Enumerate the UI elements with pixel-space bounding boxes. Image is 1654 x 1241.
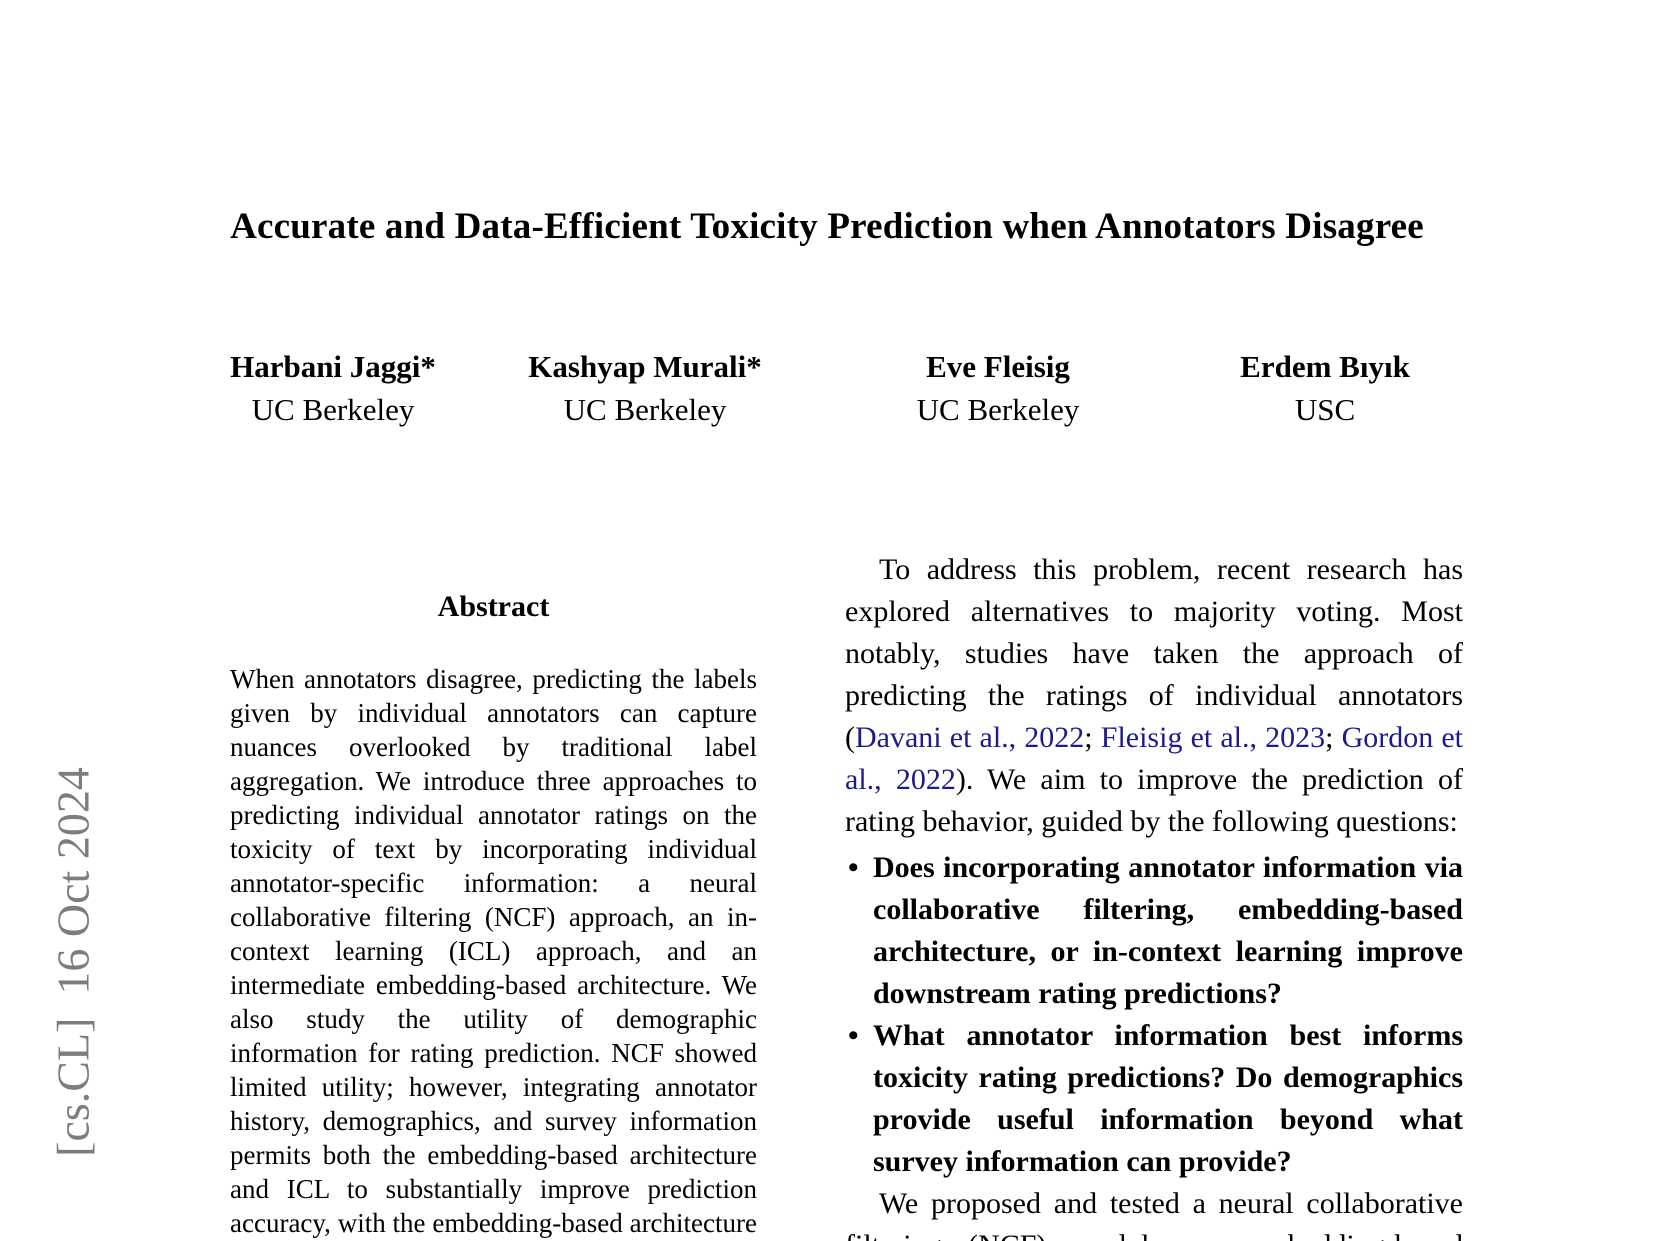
bullet-marker: • [848,851,859,884]
intro-p1-text-end: ). We aim to improve the prediction of r… [845,763,1463,838]
intro-paragraph-1: To address this problem, recent research… [845,549,1463,843]
author-affiliation: UC Berkeley [251,392,415,427]
paper-title: Accurate and Data-Efficient Toxicity Pre… [230,206,1424,247]
citation-separator: ; [1325,721,1342,754]
arxiv-watermark: [cs.CL] 16 Oct 2024 [47,767,99,1157]
author-name: Kashyap Murali* [528,349,762,384]
author-block: Eve Fleisig UC Berkeley [917,345,1080,431]
research-question-item: • Does incorporating annotator informatio… [845,847,1463,1015]
author-name: Harbani Jaggi* [230,349,436,384]
citation-gordon-2022[interactable]: Gordon et al., 2022 [845,721,1464,796]
abstract-heading: Abstract [437,590,550,623]
author-block: Harbani Jaggi* UC Berkeley [230,345,436,431]
research-question-item: • What annotator information best informs… [845,1015,1463,1183]
introduction-column: To address this problem, recent research… [845,549,1463,1241]
author-name: Erdem Bıyık [1240,349,1410,384]
research-question-text: What annotator information best informs … [873,1019,1463,1178]
bullet-marker: • [848,1019,859,1052]
citation-davani-2022[interactable]: Davani et al., 2022 [855,721,1085,754]
author-block: Kashyap Murali* UC Berkeley [528,345,761,431]
intro-paragraph-2: We proposed and tested a neural collabor… [845,1187,1463,1241]
author-affiliation: UC Berkeley [916,392,1080,427]
citation-fleisig-2023[interactable]: Fleisig et al., 2023 [1100,721,1326,754]
research-question-text: Does incorporating annotator information… [873,851,1463,1010]
research-questions-list: • Does incorporating annotator informatio… [845,847,1463,1183]
author-name: Eve Fleisig [926,349,1070,384]
author-block: Erdem Bıyık USC [1240,345,1410,431]
citation-separator: ; [1084,721,1101,754]
abstract-text: When annotators disagree, predicting the… [230,664,757,1238]
intro-p1-text: To address this problem, recent research… [845,553,1463,754]
author-affiliation: USC [1294,392,1356,427]
author-affiliation: UC Berkeley [563,392,727,427]
